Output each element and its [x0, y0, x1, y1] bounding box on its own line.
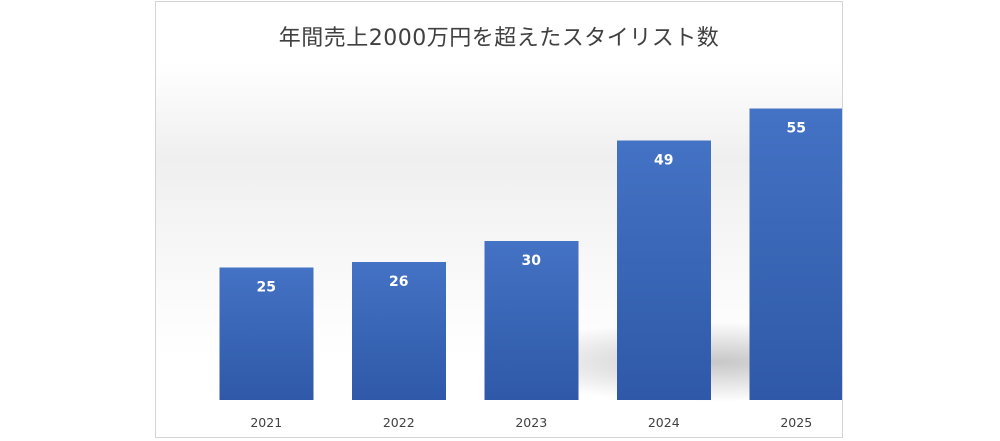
x-tick-label-2022: 2022 — [383, 415, 415, 430]
data-label-2022: 26 — [389, 274, 408, 290]
x-tick-label-2025: 2025 — [780, 415, 812, 430]
chart-frame: 年間売上2000万円を超えたスタイリスト数 25 26 30 49 55 2021 202… — [155, 1, 843, 438]
data-labels-group: 25 26 30 49 55 — [257, 121, 806, 296]
data-label-2023: 30 — [522, 253, 542, 269]
bar-2022 — [351, 262, 446, 400]
x-tick-label-2023: 2023 — [515, 415, 547, 430]
bar-2023 — [484, 241, 579, 400]
x-axis-ticks-group: 2021 2022 2023 2024 2025 — [250, 415, 812, 430]
bar-chart-plot: 25 26 30 49 55 2021 2022 2023 2024 2025 — [219, 108, 842, 430]
data-label-2021: 25 — [257, 280, 276, 296]
data-label-2024: 49 — [654, 152, 673, 168]
x-tick-label-2021: 2021 — [250, 415, 282, 430]
bar-2025 — [749, 108, 842, 400]
chart-title: 年間売上2000万円を超えたスタイリスト数 — [278, 26, 720, 51]
data-label-2025: 55 — [787, 121, 806, 137]
x-tick-label-2024: 2024 — [648, 415, 680, 430]
bar-2021 — [219, 267, 314, 400]
bar-2024 — [616, 140, 711, 401]
bars-group — [219, 108, 842, 401]
